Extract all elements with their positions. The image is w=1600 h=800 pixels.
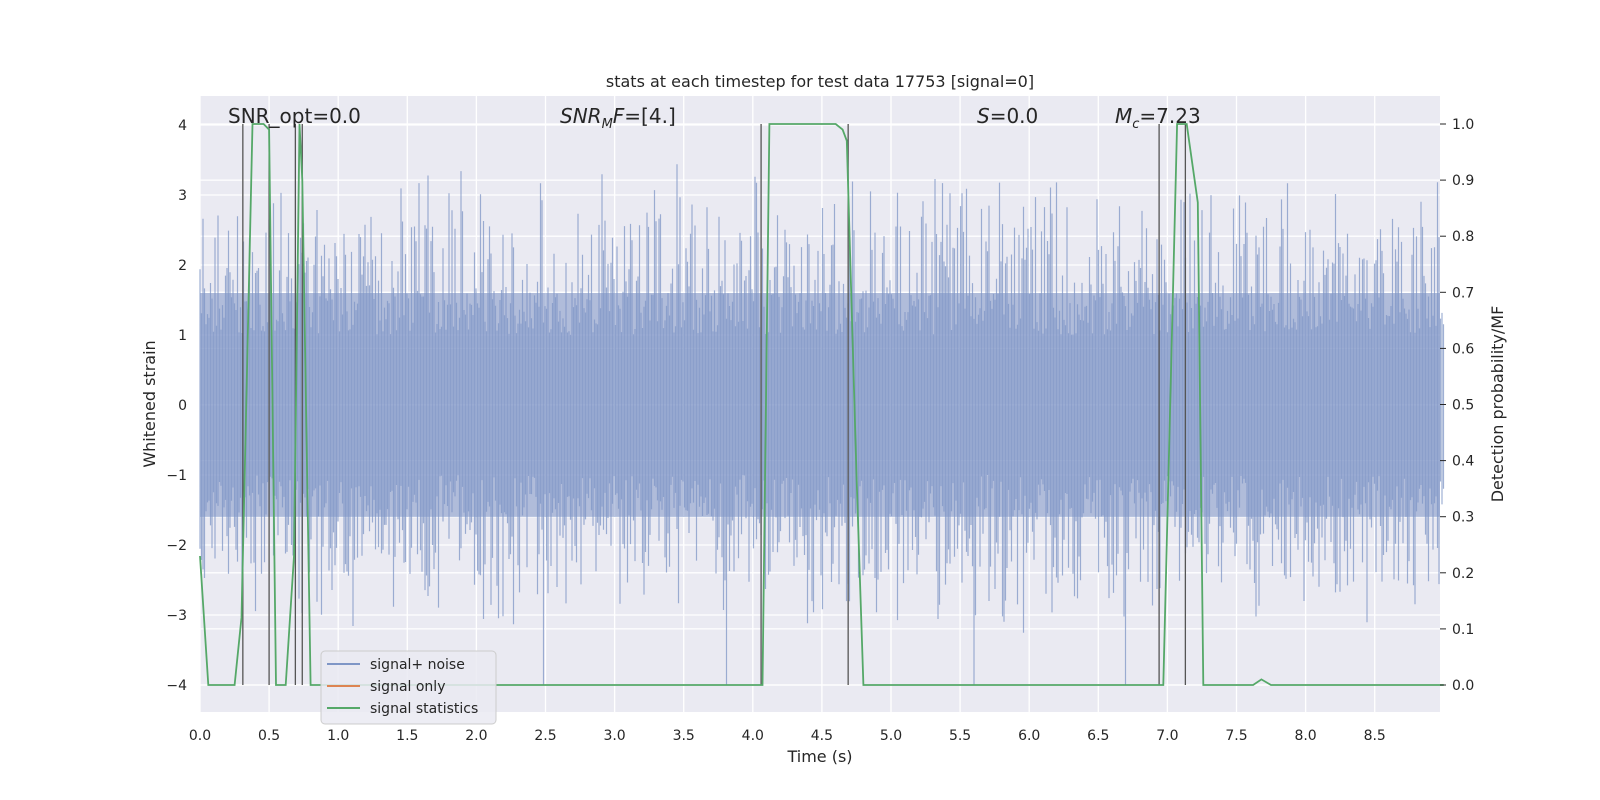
x-tick-label: 7.5 xyxy=(1225,728,1247,744)
snr-mf-value: =[4.] xyxy=(624,104,675,128)
stats-series xyxy=(199,123,1444,686)
x-tick-label: 1.5 xyxy=(396,728,418,744)
annotation-snr-mf: SNRMF=[4.] xyxy=(560,104,676,132)
right-tick-label: 0.2 xyxy=(1452,566,1474,582)
y-tick-label: −1 xyxy=(166,468,187,484)
y-tick-label: −2 xyxy=(166,538,187,554)
x-tick-label: 2.0 xyxy=(465,728,487,744)
x-tick-label: 6.0 xyxy=(1018,728,1040,744)
legend: signal+ noise signal only signal statist… xyxy=(320,650,497,725)
right-axis-ticks: 1.0 0.9 0.8 0.7 0.6 0.5 0.4 0.3 0.2 0.1 0.0 xyxy=(1440,117,1474,694)
right-tick-label: 0.7 xyxy=(1452,285,1474,301)
right-tick-label: 0.6 xyxy=(1452,341,1474,357)
noise-core-band xyxy=(200,293,1440,517)
x-tick-label: 0.0 xyxy=(189,728,211,744)
snr-mf-base: SNR xyxy=(560,104,602,128)
y-tick-label: 3 xyxy=(178,188,187,204)
mc-symbol: M xyxy=(1115,104,1132,128)
legend-label-noise: signal+ noise xyxy=(370,657,465,673)
x-tick-label: 2.5 xyxy=(534,728,556,744)
x-tick-label: 7.0 xyxy=(1156,728,1178,744)
s-symbol: S xyxy=(977,104,990,128)
x-tick-label: 8.0 xyxy=(1294,728,1316,744)
right-tick-label: 1.0 xyxy=(1452,117,1474,133)
legend-label-stats: signal statistics xyxy=(370,701,478,717)
right-tick-label: 0.5 xyxy=(1452,398,1474,414)
annotation-mc: Mc=7.23 xyxy=(1115,104,1201,132)
x-tick-label: 4.5 xyxy=(811,728,833,744)
right-tick-label: 0.8 xyxy=(1452,229,1474,245)
x-axis-ticks: 0.0 0.5 1.0 1.5 2.0 2.5 3.0 3.5 4.0 4.5 5.0 5.5 6.0 6… xyxy=(189,728,1386,744)
y-axis-ticks: 4 3 2 1 0 −1 −2 −3 −4 xyxy=(166,118,187,694)
s-value: =0.0 xyxy=(990,104,1039,128)
x-tick-label: 1.0 xyxy=(327,728,349,744)
annotation-s: S=0.0 xyxy=(977,104,1038,128)
right-tick-label: 0.9 xyxy=(1452,173,1474,189)
mc-sub: c xyxy=(1132,117,1139,132)
right-tick-label: 0.3 xyxy=(1452,510,1474,526)
chart-title: stats at each timestep for test data 177… xyxy=(606,72,1034,91)
y-tick-label: −3 xyxy=(166,608,187,624)
x-tick-label: 5.5 xyxy=(949,728,971,744)
right-axis-label: Detection probability/MF xyxy=(1488,306,1507,503)
y-tick-label: −4 xyxy=(166,678,187,694)
snr-mf-sub: M xyxy=(602,117,613,132)
x-axis-label: Time (s) xyxy=(786,747,852,766)
x-tick-label: 8.5 xyxy=(1364,728,1386,744)
y-tick-label: 0 xyxy=(178,398,187,414)
legend-box xyxy=(320,650,497,725)
snr-mf-rest: F xyxy=(613,104,625,128)
y-tick-label: 4 xyxy=(178,118,187,134)
x-tick-label: 3.5 xyxy=(673,728,695,744)
x-tick-label: 6.5 xyxy=(1087,728,1109,744)
legend-label-signal: signal only xyxy=(370,679,445,695)
annotation-snr-opt: SNR_opt=0.0 xyxy=(228,104,361,128)
y-axis-label: Whitened strain xyxy=(140,340,159,467)
stats-line xyxy=(199,123,1444,686)
y-tick-label: 2 xyxy=(178,258,187,274)
right-tick-label: 0.0 xyxy=(1452,678,1474,694)
x-tick-label: 3.0 xyxy=(603,728,625,744)
x-tick-label: 5.0 xyxy=(880,728,902,744)
x-tick-label: 4.0 xyxy=(742,728,764,744)
y-tick-label: 1 xyxy=(178,328,187,344)
right-tick-label: 0.4 xyxy=(1452,454,1474,470)
right-tick-label: 0.1 xyxy=(1452,622,1474,638)
x-tick-label: 0.5 xyxy=(258,728,280,744)
mc-value: =7.23 xyxy=(1139,104,1200,128)
noise-series xyxy=(199,164,1445,685)
